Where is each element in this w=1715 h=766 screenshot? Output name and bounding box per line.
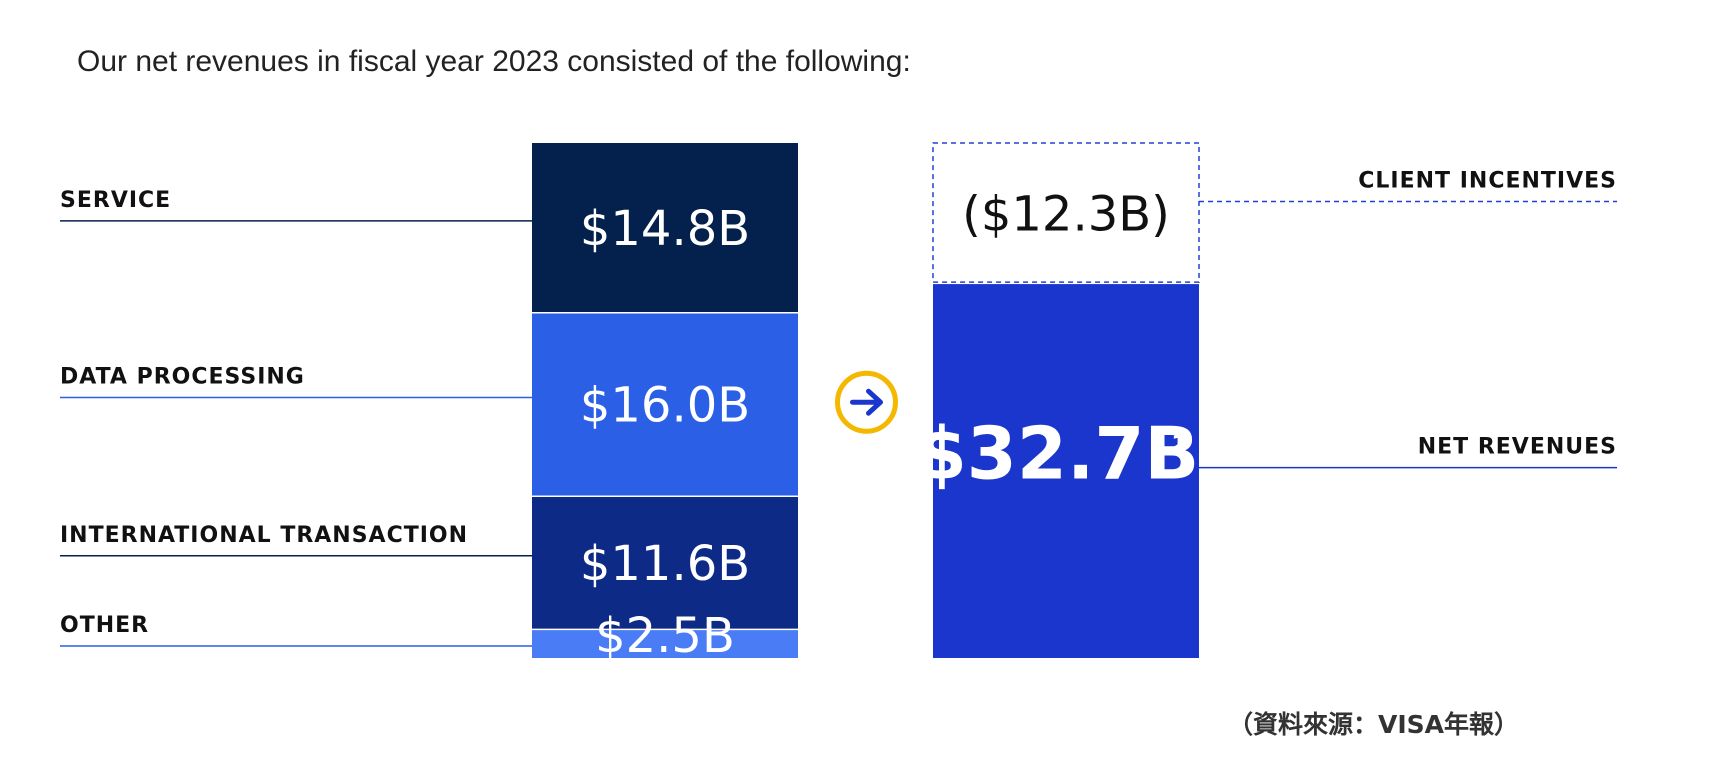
bar-segment-service: [532, 143, 798, 313]
category-label-international-transaction: INTERNATIONAL TRANSACTION: [60, 523, 468, 548]
intro-text: Our net revenues in fiscal year 2023 con…: [77, 45, 911, 78]
bar-segment-data-processing: [532, 312, 798, 497]
bar-segment-client-incentives: [932, 142, 1200, 283]
category-label-service: SERVICE: [60, 188, 171, 213]
value-label-data-processing: $16.0B: [580, 378, 750, 434]
source-note: （資料來源：VISA年報）: [1228, 710, 1520, 739]
bar-segment-international-transaction: [532, 496, 798, 630]
category-label-data-processing: DATA PROCESSING: [60, 365, 305, 390]
value-label-international-transaction: $11.6B: [580, 536, 750, 592]
category-label-other: OTHER: [60, 613, 149, 638]
footnote-marker: 1: [1171, 433, 1186, 458]
value-label-other: $2.5B: [595, 608, 735, 664]
category-label-net-revenues: NET REVENUES: [1418, 435, 1617, 460]
value-label-net-revenues: $32.7B: [917, 412, 1200, 496]
category-label-client-incentives: CLIENT INCENTIVES: [1358, 169, 1617, 194]
bar-segment-net-revenues: [933, 284, 1199, 658]
value-label-client-incentives: ($12.3B): [962, 187, 1170, 243]
arrow-right-circle-icon: [850, 388, 883, 416]
bar-segment-other: [532, 629, 798, 658]
value-label-service: $14.8B: [580, 201, 750, 257]
